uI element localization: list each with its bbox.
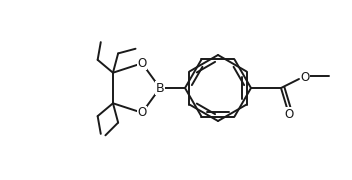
Text: O: O: [137, 106, 147, 119]
Text: O: O: [284, 107, 294, 120]
Text: O: O: [137, 57, 147, 70]
Text: B: B: [156, 82, 164, 94]
Text: O: O: [300, 71, 310, 84]
